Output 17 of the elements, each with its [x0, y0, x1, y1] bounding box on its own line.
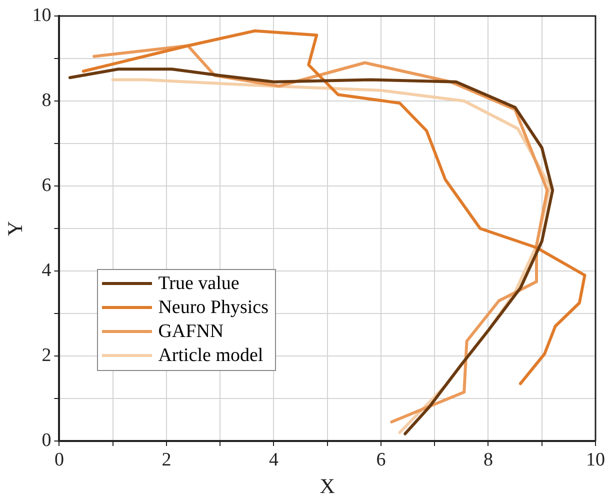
- y-tick-label: 6: [42, 174, 52, 196]
- legend-label: Neuro Physics: [158, 296, 268, 320]
- x-tick-label: 4: [268, 449, 279, 470]
- y-tick-label: 2: [42, 344, 52, 366]
- x-tick-label: 6: [376, 449, 386, 470]
- y-tick-label: 0: [42, 430, 52, 451]
- y-tick-label: 10: [32, 4, 52, 26]
- y-axis-title: Y: [3, 220, 28, 236]
- x-tick-label: 8: [483, 449, 493, 470]
- y-tick-label: 8: [42, 90, 52, 111]
- y-tick-label: 4: [42, 260, 52, 281]
- legend-label: GAFNN: [158, 320, 224, 344]
- x-tick-label: 10: [586, 449, 605, 470]
- x-tick-label: 2: [162, 449, 172, 470]
- legend-label: Article model: [158, 344, 264, 368]
- legend-label: True value: [158, 272, 240, 296]
- x-axis-title: X: [320, 474, 335, 498]
